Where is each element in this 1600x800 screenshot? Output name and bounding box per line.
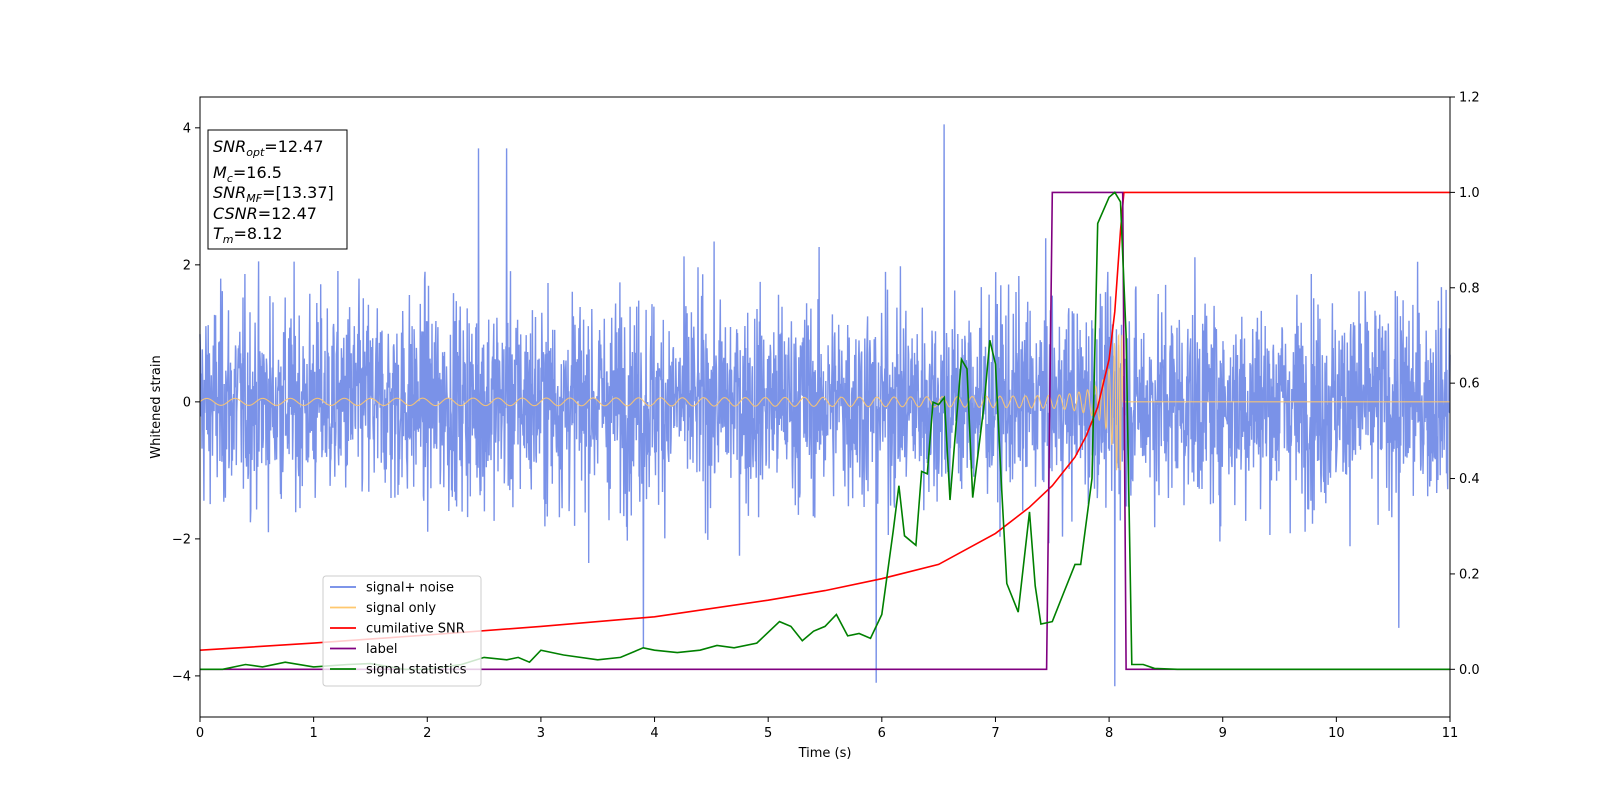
annotation-box: SNRopt=12.47 Mc=16.5 SNRMF=[13.37] CSNR=… (207, 129, 348, 250)
plot-frame (199, 96, 1451, 718)
y2-tick-label: 0.8 (1459, 281, 1480, 296)
y2-tick-label: 1.0 (1459, 186, 1480, 201)
x-tick-label: 5 (764, 726, 772, 741)
svg-text:Tm=8.12: Tm=8.12 (213, 224, 283, 246)
svg-text:SNRMF=[13.37]: SNRMF=[13.37] (213, 183, 334, 205)
series-signal-only (199, 333, 1450, 471)
x-tick-label: 4 (650, 726, 658, 741)
y-axis-label: Whitened strain (149, 355, 164, 458)
y2-tick-label: 0.2 (1459, 567, 1480, 582)
legend-label: signal+ noise (366, 581, 454, 596)
y2-tick-label: 1.2 (1459, 91, 1480, 106)
series-signal-noise (199, 124, 1451, 687)
series-cumulative-snr (199, 191, 1450, 651)
legend-label: label (366, 642, 397, 657)
x-tick-label: 9 (1219, 726, 1227, 741)
legend: signal+ noise signal only cumilative SNR la… (322, 575, 482, 687)
x-tick-label: 0 (196, 726, 204, 741)
ann-csnr-base: CSNR (213, 204, 258, 223)
ann-snr-mf-sub: MF (246, 192, 262, 205)
y2-tick-label: 0.6 (1459, 377, 1480, 392)
ann-tm-sub: m (223, 233, 234, 246)
legend-box (322, 575, 482, 687)
legend-label: cumilative SNR (366, 622, 465, 637)
ann-mc-base: M (213, 163, 227, 182)
y-tick-label: −4 (172, 669, 191, 684)
y-tick-label: −2 (172, 532, 191, 547)
legend-label: signal statistics (366, 663, 467, 678)
ann-snr-opt-sub: opt (246, 146, 265, 159)
x-tick-label: 1 (309, 726, 317, 741)
x-tick-label: 2 (423, 726, 431, 741)
x-tick-label: 3 (537, 726, 545, 741)
x-tick-label: 10 (1328, 726, 1345, 741)
ann-tm-value: =8.12 (234, 224, 283, 243)
ann-tm-base: T (213, 224, 224, 243)
x-tick-label: 11 (1442, 726, 1459, 741)
x-axis-label: Time (s) (798, 746, 852, 761)
y-tick-label: 2 (183, 258, 191, 273)
ann-mc-sub: c (227, 172, 233, 185)
legend-label: signal only (366, 601, 436, 616)
ann-snr-mf-value: =[13.37] (262, 183, 334, 202)
x-tick-label: 7 (991, 726, 999, 741)
ann-snr-opt-base: SNR (213, 137, 246, 156)
x-tick-label: 6 (878, 726, 886, 741)
x-tick-label: 8 (1105, 726, 1113, 741)
svg-text:Mc=16.5: Mc=16.5 (213, 163, 282, 185)
ann-snr-opt-value: =12.47 (264, 137, 323, 156)
series-layer (199, 124, 1451, 687)
ann-snr-mf-base: SNR (213, 183, 246, 202)
y-tick-label: 0 (183, 395, 191, 410)
series-signal-statistics (200, 191, 1450, 671)
svg-text:SNRopt=12.47: SNRopt=12.47 (213, 137, 324, 159)
axes-layer: 0 1 2 3 4 5 6 7 8 9 10 11 −4 −2 0 2 4 0.0 0.2 0.4 0.6 0.8 1.0 1… (172, 91, 1480, 742)
y2-tick-label: 0.4 (1459, 472, 1480, 487)
y2-tick-label: 0.0 (1459, 663, 1480, 678)
svg-text:CSNR=12.47: CSNR=12.47 (213, 204, 317, 223)
y-tick-label: 4 (183, 121, 191, 136)
ann-csnr-value: =12.47 (258, 204, 317, 223)
ann-mc-value: =16.5 (233, 163, 282, 182)
